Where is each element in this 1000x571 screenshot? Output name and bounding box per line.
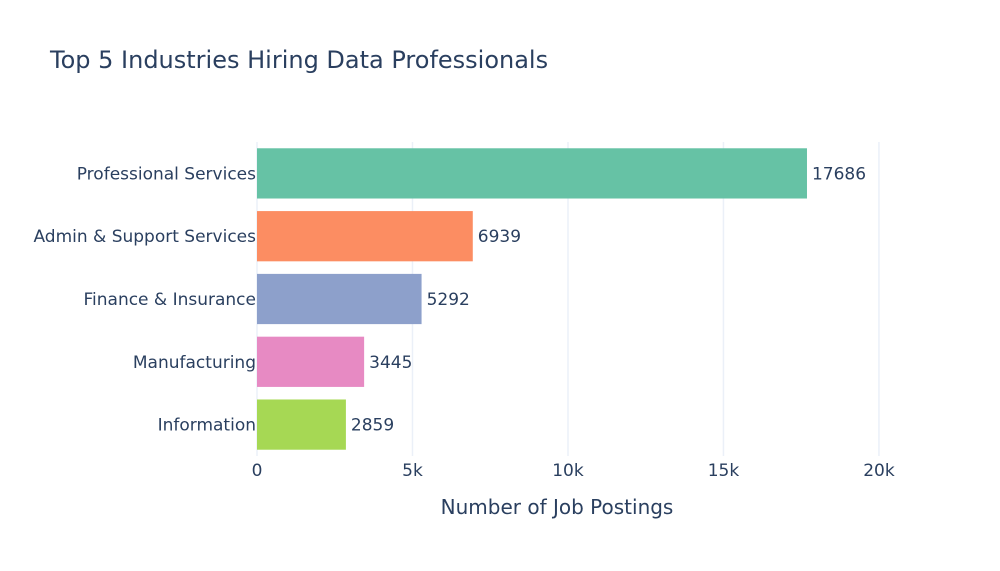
chart-title: Top 5 Industries Hiring Data Professiona…: [50, 46, 549, 74]
data-label: 5292: [427, 290, 470, 310]
bar[interactable]: [257, 148, 807, 199]
x-tick-label: 5k: [402, 461, 423, 481]
data-label: 17686: [812, 164, 866, 184]
bar[interactable]: [257, 399, 346, 450]
bars: [257, 148, 807, 450]
x-axis-title: Number of Job Postings: [441, 495, 674, 519]
y-tick-label: Professional Services: [77, 164, 256, 184]
y-tick-label: Admin & Support Services: [33, 227, 256, 247]
x-tick-label: 20k: [863, 461, 895, 481]
bar[interactable]: [257, 211, 473, 262]
x-axis-ticks: 0 5k 10k 15k 20k: [252, 461, 895, 481]
data-labels: 17686 6939 5292 3445 2859: [351, 164, 866, 435]
y-tick-label: Manufacturing: [133, 353, 256, 373]
data-label: 2859: [351, 416, 394, 436]
x-tick-label: 0: [252, 461, 263, 481]
bar[interactable]: [257, 273, 422, 325]
x-tick-label: 15k: [708, 461, 740, 481]
data-label: 6939: [478, 227, 521, 247]
data-label: 3445: [369, 353, 412, 373]
y-tick-label: Information: [158, 416, 256, 436]
x-tick-label: 10k: [552, 461, 584, 481]
bar[interactable]: [257, 336, 365, 387]
y-axis-ticks: Professional Services Admin & Support Ser…: [33, 164, 256, 435]
y-tick-label: Finance & Insurance: [83, 290, 256, 310]
